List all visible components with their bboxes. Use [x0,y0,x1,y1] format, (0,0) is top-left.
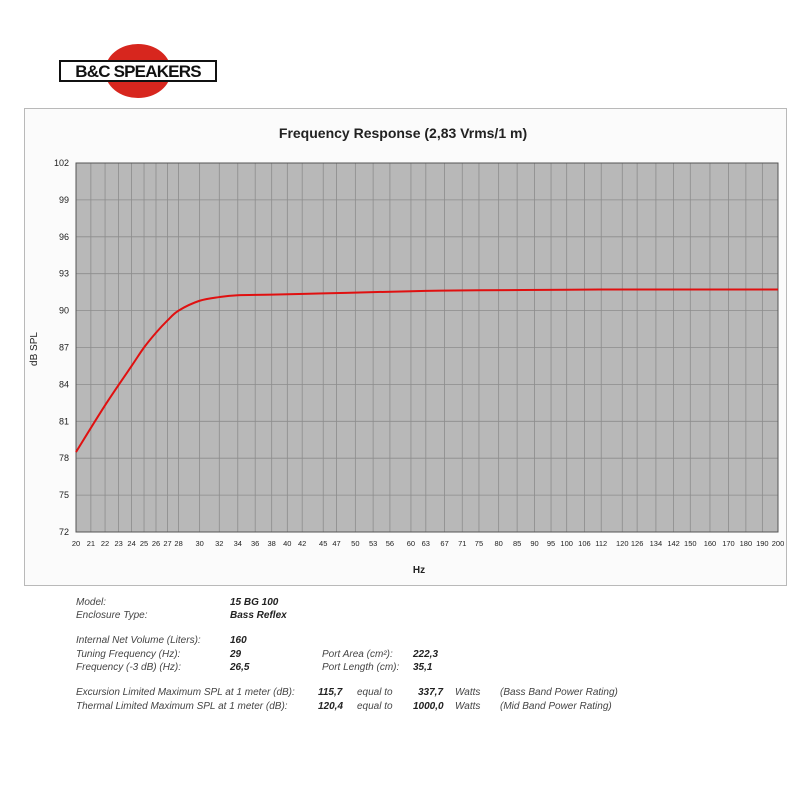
x-tick-label: 42 [298,539,306,548]
thermal-spl-value: 120,4 [318,701,344,712]
y-tick-label: 90 [59,306,69,316]
x-tick-label: 67 [440,539,448,548]
x-tick-label: 95 [547,539,555,548]
excursion-watts-value: 337,7 [418,687,444,698]
x-tick-label: 112 [595,539,607,548]
x-tick-label: 142 [667,539,680,548]
x-tick-label: 23 [114,539,122,548]
x-tick-label: 27 [163,539,171,548]
port-area-value: 222,3 [413,649,439,660]
thermal-equal: equal to [357,701,393,712]
x-tick-label: 45 [319,539,327,548]
tuning-value: 29 [230,649,242,660]
x-tick-label: 106 [578,539,591,548]
volume-label: Internal Net Volume (Liters): [76,635,201,646]
x-tick-label: 190 [756,539,769,548]
series-layer [75,288,778,453]
x-tick-label: 25 [140,539,148,548]
logo-text-band [59,60,217,82]
excursion-label: Excursion Limited Maximum SPL at 1 meter… [76,687,295,698]
x-tick-label: 26 [152,539,160,548]
x-tick-label: 24 [127,539,135,548]
thermal-label: Thermal Limited Maximum SPL at 1 meter (… [76,701,288,712]
chart-title: Frequency Response (2,83 Vrms/1 m) [279,125,527,141]
volume-value: 160 [230,635,247,646]
thermal-watts-value: 1000,0 [413,701,444,712]
y-tick-label: 81 [59,416,69,426]
x-tick-label: 126 [631,539,644,548]
y-tick-label: 96 [59,232,69,242]
f3-value: 26,5 [230,662,250,673]
x-tick-label: 50 [351,539,359,548]
chart-frame: Frequency Response (2,83 Vrms/1 m) 72 75 7… [24,108,787,586]
x-tick-label: 28 [174,539,182,548]
x-axis-label: Hz [413,565,425,576]
x-tick-label: 56 [386,539,394,548]
x-tick-label: 36 [251,539,259,548]
x-tick-labels: 20 21 22 23 24 25 26 27 28 30 32 34 36 38 40 42 45 47 50 53… [72,539,784,548]
y-tick-label: 78 [59,453,69,463]
grid [75,162,779,533]
excursion-equal: equal to [357,687,393,698]
x-tick-label: 85 [513,539,521,548]
x-tick-label: 34 [234,539,242,548]
x-tick-label: 53 [369,539,377,548]
y-tick-label: 72 [59,527,69,537]
model-value: 15 BG 100 [230,597,279,608]
x-tick-label: 80 [494,539,502,548]
x-tick-label: 134 [650,539,663,548]
x-tick-label: 60 [407,539,415,548]
x-tick-label: 63 [422,539,430,548]
x-tick-label: 180 [740,539,753,548]
x-tick-label: 32 [215,539,223,548]
x-tick-label: 21 [87,539,95,548]
x-tick-label: 75 [475,539,483,548]
enclosure-value: Bass Reflex [230,610,287,621]
thermal-note: (Mid Band Power Rating) [500,701,612,712]
enclosure-label: Enclosure Type: [76,610,148,621]
y-axis-label: dB SPL [29,332,40,366]
y-tick-label: 93 [59,269,69,279]
excursion-watts-unit: Watts [455,687,481,698]
excursion-spl-value: 115,7 [318,687,343,698]
thermal-watts-unit: Watts [455,701,481,712]
x-tick-label: 22 [101,539,109,548]
y-tick-label: 84 [59,379,69,389]
x-tick-label: 170 [722,539,735,548]
f3-label: Frequency (-3 dB) (Hz): [76,662,182,673]
port-length-label: Port Length (cm): [322,662,400,673]
x-tick-label: 100 [560,539,573,548]
x-tick-label: 150 [684,539,697,548]
y-tick-label: 102 [54,158,69,168]
y-tick-label: 75 [59,490,69,500]
x-tick-label: 30 [195,539,203,548]
x-tick-label: 20 [72,539,80,548]
x-tick-label: 160 [704,539,717,548]
x-tick-label: 38 [268,539,276,548]
x-tick-label: 47 [332,539,340,548]
excursion-note: (Bass Band Power Rating) [500,687,618,698]
x-tick-label: 40 [283,539,291,548]
x-tick-label: 120 [616,539,629,548]
plot-border [75,162,779,533]
port-length-value: 35,1 [413,662,433,673]
tuning-label: Tuning Frequency (Hz): [76,649,181,660]
x-tick-label: 71 [458,539,466,548]
x-tick-label: 90 [530,539,538,548]
frequency-response-chart: Frequency Response (2,83 Vrms/1 m) 72757… [29,125,784,576]
port-area-label: Port Area (cm²): [322,649,393,660]
model-label: Model: [76,597,107,608]
y-tick-labels: 72 75 78 81 84 87 90 93 96 99 102 [54,158,69,537]
logo-text: B&C SPEAKERS [75,62,201,81]
bc-speakers-logo: B&C SPEAKERS [59,44,217,98]
y-tick-label: 99 [59,195,69,205]
response-curve [75,288,778,453]
y-tick-label: 87 [59,343,69,353]
x-tick-label: 200 [772,539,785,548]
